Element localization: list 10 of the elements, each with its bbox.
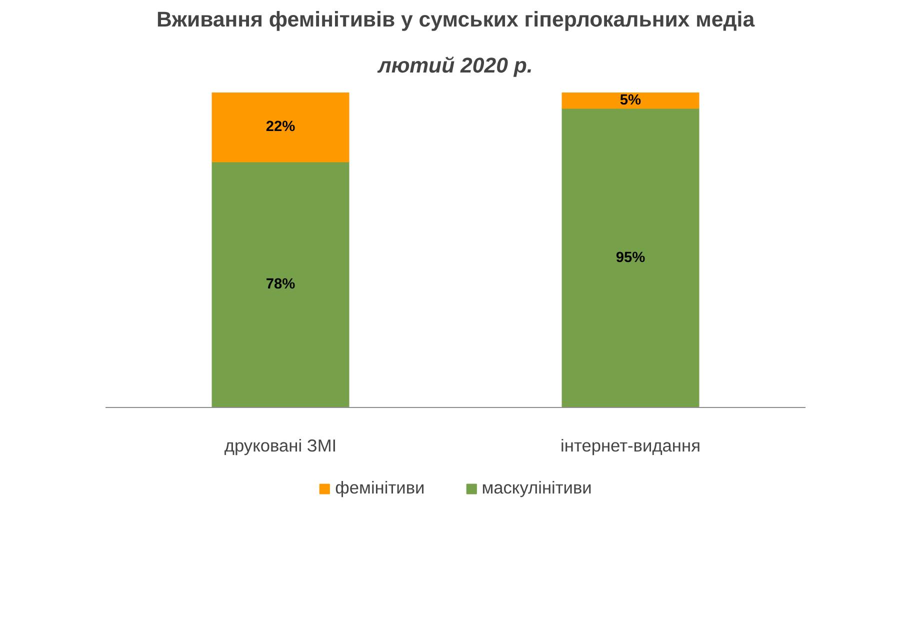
legend-label: фемінітиви <box>335 478 425 498</box>
legend-label: маскулінітиви <box>482 478 592 498</box>
x-tick-label: друковані ЗМІ <box>224 436 337 456</box>
data-label: 22% <box>266 119 296 136</box>
chart-title: Вживання фемінітивів у сумських гіперлокальних медіа <box>156 8 755 32</box>
data-label: 5% <box>620 92 642 108</box>
data-label: 78% <box>266 276 296 293</box>
x-tick-label: інтернет-видання <box>560 436 700 456</box>
chart-subtitle: лютий 2020 р. <box>377 54 533 78</box>
data-label: 95% <box>616 250 646 266</box>
